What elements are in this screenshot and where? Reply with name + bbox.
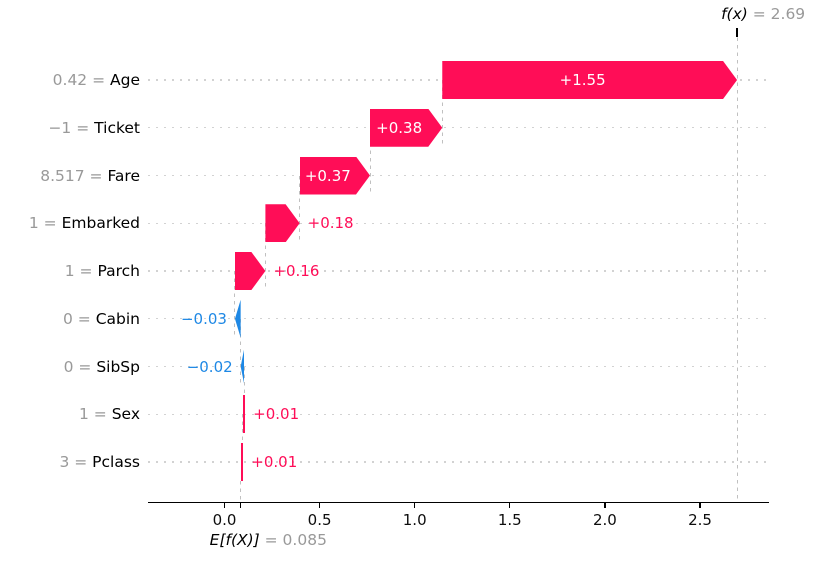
shap-bar-embarked [265,204,300,243]
row-gridline [148,413,767,415]
feature-name-text: SibSp [96,357,140,376]
feature-value-text: 1 = [64,262,98,280]
feature-label-sibsp: 0 = SibSp [64,357,140,377]
shap-value-label: +0.18 [307,214,354,233]
feature-value-text: 0 = [63,309,96,328]
feature-value-text: 8.517 = [40,166,108,185]
feature-label-parch: 1 = Parch [65,261,140,281]
feature-name-text: Fare [107,166,140,185]
fx-dashed-line [736,30,738,502]
feature-value-text: 0.42 = [52,71,111,89]
x-axis-tick [509,503,511,509]
fx-annotation-math: f(x) [721,5,748,23]
feature-value-text: −1 = [48,118,95,137]
row-gridline [148,461,767,463]
waterfall-connector-line [299,175,301,243]
shap-value-label: +0.37 [304,166,351,185]
feature-name-text: Ticket [94,118,140,137]
shap-value-label: +1.55 [559,71,606,89]
shap-value-label: −0.02 [186,357,233,376]
feature-name-text: Age [110,71,140,89]
shap-bar-sibsp [240,347,245,386]
base-value-tick [239,503,242,509]
row-gridline [148,318,767,320]
feature-value-text: 1 = [79,405,112,424]
feature-label-pclass: 3 = Pclass [59,452,140,472]
row-gridline [148,222,767,224]
feature-name-text: Parch [97,262,140,280]
shap-bar-fare [299,156,370,195]
feature-label-ticket: −1 = Ticket [48,118,140,138]
fx-annotation-value: = 2.69 [747,5,806,23]
base-value-dashed-line [240,481,242,502]
x-axis-tick-label: 2.0 [592,510,617,529]
x-axis-tick [318,503,321,509]
shap-bar-cabin [234,299,241,338]
row-gridline [148,174,767,177]
shap-bar-pclass [240,443,244,481]
x-axis-line [148,501,769,504]
shap-value-label: −0.03 [180,309,227,328]
row-gridline [148,127,767,129]
feature-label-age: 0.42 = Age [53,70,140,90]
shap-bar-age [442,61,738,99]
shap-value-label: +0.01 [253,405,300,424]
x-axis-tick-label: 0.5 [307,510,332,529]
feature-label-embarked: 1 = Embarked [29,213,140,233]
x-axis-tick [699,503,701,509]
feature-name-text: Embarked [61,214,140,233]
feature-name-text: Pclass [92,453,140,471]
waterfall-connector-line [441,80,443,147]
waterfall-connector-line [240,318,242,386]
shap-bar-sex [242,395,246,434]
feature-value-text: 0 = [63,357,97,376]
feature-label-fare: 8.517 = Fare [40,166,140,186]
feature-label-cabin: 0 = Cabin [63,309,140,329]
feature-name-text: Cabin [95,309,140,328]
x-axis-tick [414,503,416,509]
shap-bar-parch [234,252,266,290]
fx-top-tick [736,28,738,37]
x-axis-tick-label: 2.5 [688,510,712,529]
shap-value-label: +0.16 [273,262,320,280]
x-axis-tick-label: 1.0 [402,510,427,529]
waterfall-connector-line [264,223,266,290]
x-axis-tick-label: 1.5 [497,510,522,529]
feature-value-text: 3 = [59,453,93,471]
shap-value-label: +0.01 [251,453,298,471]
feature-value-text: 1 = [28,214,62,233]
expected-value-annotation-value: = 0.085 [259,531,327,549]
row-gridline [148,270,767,272]
waterfall-connector-line [234,271,236,338]
expected-value-annotation-math: E[f(X)] [209,531,260,549]
shap-value-label: +0.38 [376,118,423,137]
feature-name-text: Sex [111,405,140,424]
shap-bar-ticket [370,108,443,147]
x-axis-tick [223,503,226,509]
feature-label-sex: 1 = Sex [79,404,140,424]
fx-annotation: f(x) = 2.69 [721,5,805,24]
row-gridline [148,365,767,368]
x-axis-tick [604,503,606,509]
waterfall-connector-line [369,127,371,195]
expected-value-annotation: E[f(X)] = 0.085 [210,531,327,550]
x-axis-tick-label: 0.0 [212,510,237,529]
